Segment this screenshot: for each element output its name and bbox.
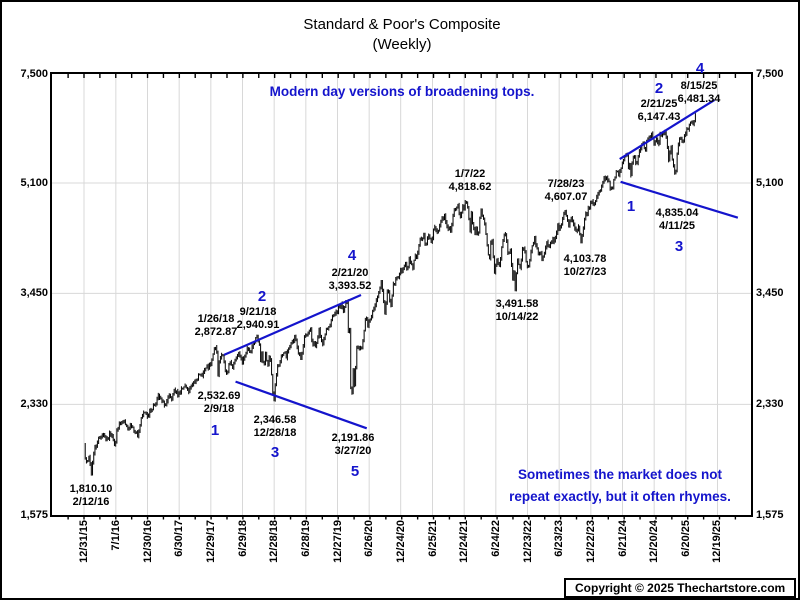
x-tick-label: 12/20/24: [648, 520, 661, 563]
wave-label: 1: [210, 422, 220, 439]
x-tick-label: 6/21/24: [616, 520, 629, 557]
x-tick-label: 6/23/23: [553, 520, 566, 557]
x-tick-label: 12/19/25: [711, 520, 724, 563]
price-callout: 4,835.04 4/11/25: [655, 207, 699, 232]
page-title: Standard & Poor's Composite: [303, 16, 501, 33]
wave-label: 3: [270, 444, 280, 461]
price-callout: 9/21/18 2,940.91: [236, 306, 280, 331]
price-callout: 1/26/18 2,872.87: [194, 313, 238, 338]
wave-label: 4: [347, 247, 357, 264]
price-callout: 2,532.69 2/9/18: [197, 390, 241, 415]
x-tick-label: 12/29/17: [204, 520, 217, 563]
price-series: [84, 113, 696, 476]
price-callout: 3,491.58 10/14/22: [495, 298, 539, 323]
x-tick-label: 6/28/19: [299, 520, 312, 557]
price-callout: 4,103.78 10/27/23: [563, 253, 607, 278]
x-tick-label: 6/26/20: [363, 520, 376, 557]
y-tick-label: 7,500: [20, 68, 48, 80]
wave-label: 2: [257, 288, 267, 305]
x-tick-label: 6/25/21: [426, 520, 439, 557]
x-tick-label: 12/28/18: [268, 520, 281, 563]
trendline-1: [223, 294, 362, 356]
plot-area: [50, 72, 753, 520]
y-tick-label: 5,100: [20, 176, 48, 189]
x-tick-label: 6/30/17: [173, 520, 186, 557]
y-tick-label: 5,100: [756, 176, 784, 189]
price-callout: 2/21/20 3,393.52: [328, 267, 372, 292]
y-tick-label: 2,330: [20, 398, 48, 411]
annotation-broadening-tops: Modern day versions of broadening tops.: [269, 84, 535, 99]
x-tick-label: 6/29/18: [236, 520, 249, 557]
wave-label: 2: [654, 80, 664, 97]
x-tick-label: 12/24/21: [458, 520, 471, 563]
wave-label: 5: [350, 463, 360, 480]
page-subtitle: (Weekly): [372, 36, 432, 53]
y-tick-label: 3,450: [20, 287, 48, 300]
trendline-4: [620, 180, 739, 219]
price-callout: 1/7/22 4,818.62: [448, 168, 492, 193]
price-callout: 2,191.86 3/27/20: [331, 432, 375, 457]
wave-label: 4: [695, 60, 705, 77]
x-tick-label: 12/22/23: [584, 520, 597, 563]
x-tick-label: 6/20/25: [679, 520, 692, 557]
price-callout: 1,810.10 2/12/16: [69, 483, 113, 508]
x-tick-label: 12/31/15: [78, 520, 90, 563]
y-tick-label: 2,330: [756, 398, 784, 411]
trendline-2: [235, 380, 368, 430]
x-tick-label: 12/30/16: [141, 520, 154, 563]
y-tick-label: 3,450: [756, 287, 784, 300]
x-tick-label: 6/24/22: [489, 520, 502, 557]
price-chart-canvas: [52, 74, 751, 520]
price-callout: 2,346.58 12/28/18: [253, 414, 297, 439]
price-callout: 2/21/25 6,147.43: [637, 98, 681, 123]
annotation-rhymes: Sometimes the market does not repeat exa…: [509, 467, 731, 504]
y-tick-label: 7,500: [756, 68, 784, 80]
price-callout: 7/28/23 4,607.07: [544, 178, 588, 203]
wave-label: 3: [674, 238, 684, 255]
copyright-box: Copyright © 2025 Thechartstore.com: [564, 578, 797, 598]
x-tick-label: 12/23/22: [521, 520, 534, 563]
price-callout: 8/15/25 6,481.34: [677, 80, 721, 105]
x-tick-label: 7/1/16: [109, 520, 122, 551]
trendline-3: [619, 99, 715, 161]
x-tick-label: 12/24/20: [394, 520, 407, 563]
y-tick-label: 1,575: [756, 508, 784, 521]
wave-label: 1: [626, 198, 636, 215]
x-tick-label: 12/27/19: [331, 520, 344, 563]
y-tick-label: 1,575: [20, 508, 48, 521]
